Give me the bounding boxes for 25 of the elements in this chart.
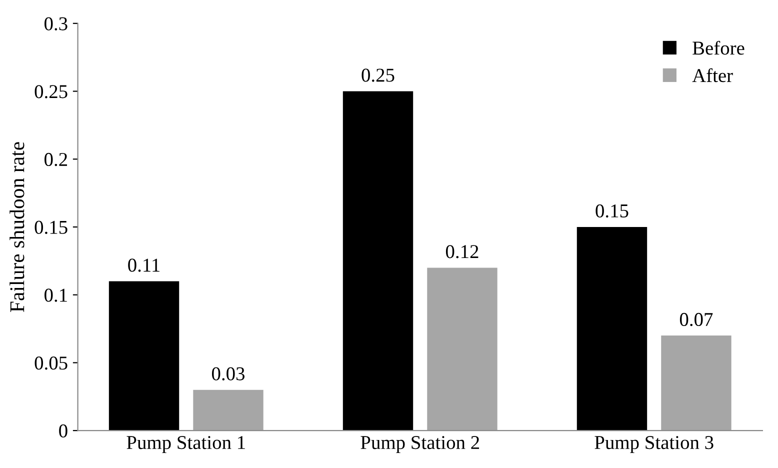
data-label: 0.15 xyxy=(596,204,628,218)
bar xyxy=(576,226,648,431)
x-tick-label: Pump Station 1 xyxy=(126,436,245,454)
legend-label: Before xyxy=(692,40,744,55)
y-tick-label: 0.15 xyxy=(34,220,68,234)
y-axis-title: Failure shudoon rate xyxy=(10,142,24,312)
y-tick-label: 0.05 xyxy=(34,356,68,370)
data-label: 0.07 xyxy=(680,312,713,326)
data-label: 0.12 xyxy=(446,245,478,258)
bar xyxy=(193,390,264,431)
y-tick-label: 0.2 xyxy=(44,152,68,166)
bar xyxy=(108,281,180,431)
bar xyxy=(427,268,498,431)
data-label: 0.11 xyxy=(128,258,160,272)
y-tick-label: 0 xyxy=(59,424,68,438)
x-tick-label: Pump Station 2 xyxy=(360,436,480,454)
legend-label: After xyxy=(692,68,733,82)
data-label: 0.03 xyxy=(212,367,245,380)
bar xyxy=(342,91,414,431)
y-tick-label: 0.25 xyxy=(34,85,68,98)
y-tick-label: 0.3 xyxy=(44,17,68,30)
x-tick-label: Pump Station 3 xyxy=(594,436,714,454)
bar xyxy=(661,336,732,431)
data-label: 0.25 xyxy=(362,68,394,82)
y-tick-label: 0.1 xyxy=(44,288,67,302)
